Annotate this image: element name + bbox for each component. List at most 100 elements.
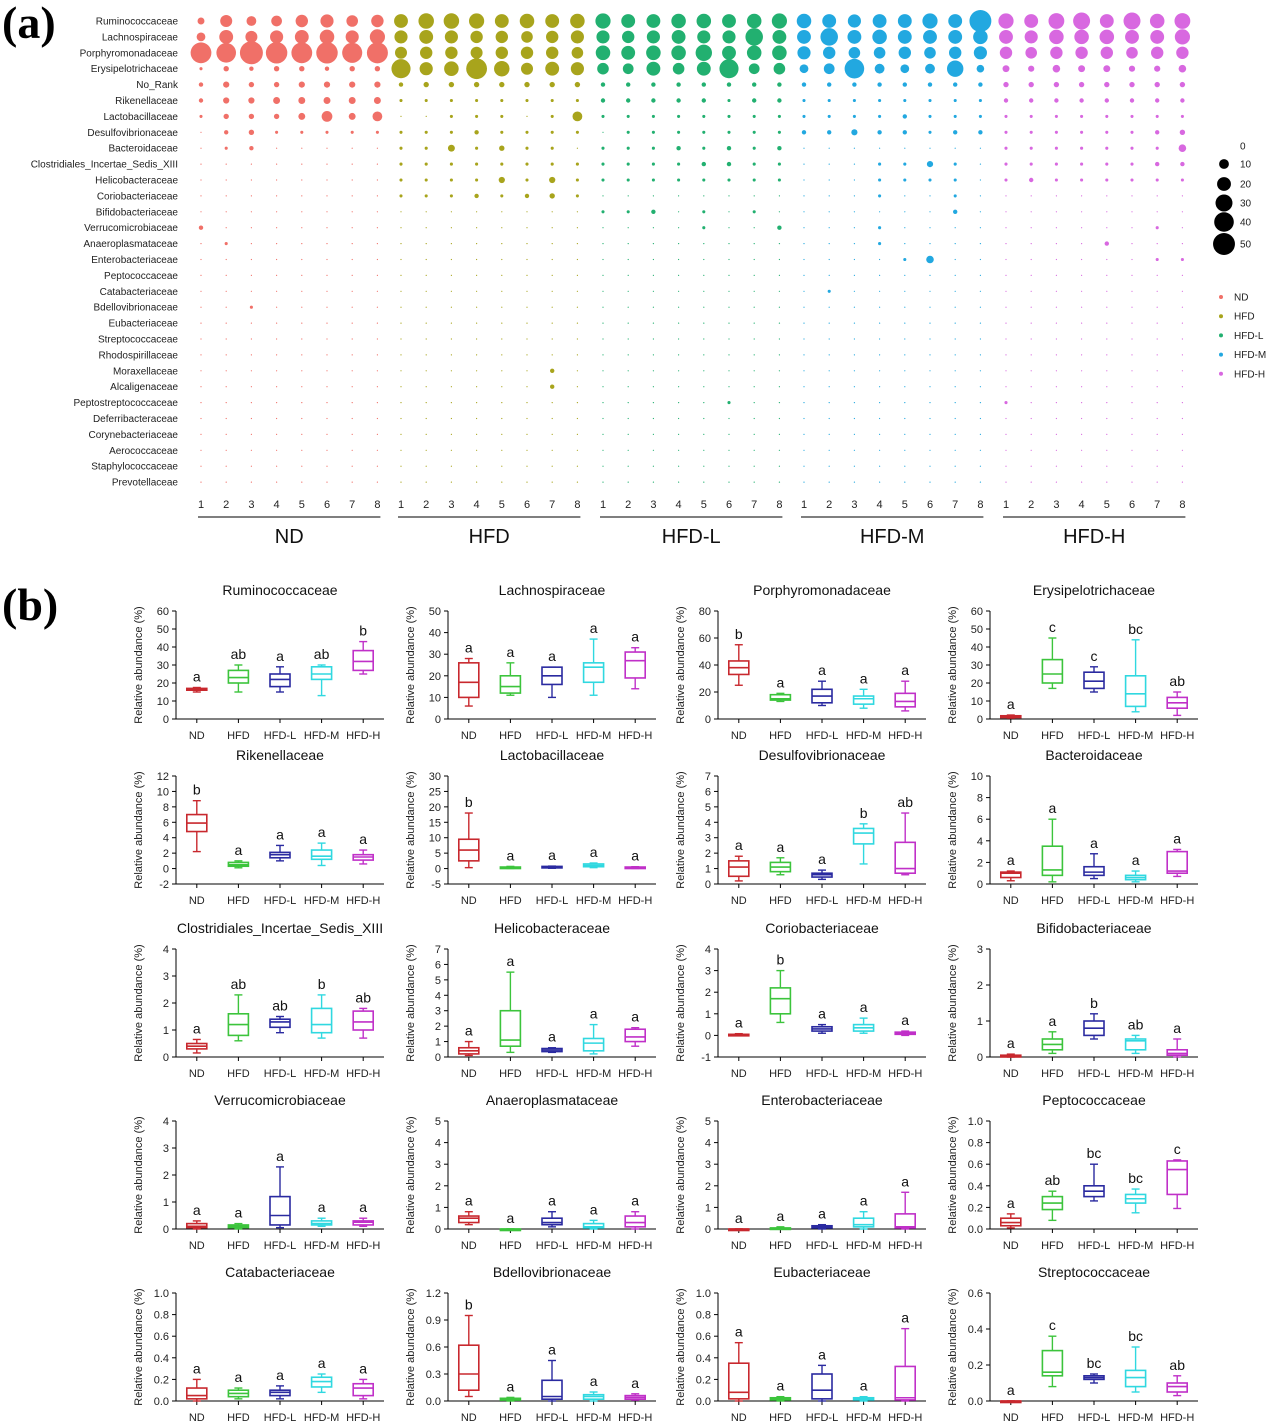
bubble-point	[828, 258, 830, 261]
bubble-point	[999, 29, 1013, 44]
bubble-point	[425, 211, 427, 213]
bubble-point	[323, 81, 331, 88]
significance-letter: ab	[231, 976, 247, 992]
sample-tick-label: 8	[977, 499, 983, 511]
panel-title: Bacteroidaceae	[1045, 747, 1143, 763]
y-tick-label: 0.6	[154, 1331, 169, 1343]
bubble-point	[929, 449, 931, 451]
bubble-point	[652, 243, 655, 245]
bubble-point	[1106, 274, 1108, 276]
bubble-point	[326, 163, 328, 165]
bubble-point	[1054, 146, 1058, 150]
panel-title: Erysipelotrichaceae	[1033, 582, 1155, 598]
bubble-point	[954, 354, 956, 356]
bubble-point	[601, 210, 605, 214]
y-axis-label: Relative abundance (%)	[947, 1116, 959, 1233]
bubble-point	[351, 243, 353, 245]
family-label: Anaeroplasmataceae	[83, 239, 178, 250]
family-label: Catabacteriaceae	[100, 287, 179, 298]
bubble-point	[676, 98, 681, 103]
box-plot-panel: Clostridiales_Incertae_Sedis_XIIIRelativ…	[133, 920, 384, 1080]
bubble-point	[1106, 306, 1108, 308]
bubble-point	[450, 258, 452, 261]
bubble-point	[1131, 386, 1133, 388]
bubble-point	[1106, 402, 1108, 404]
significance-letter: c	[1049, 1317, 1056, 1333]
significance-letter: a	[901, 662, 909, 678]
bubble-point	[1005, 386, 1007, 388]
bubble-point	[526, 227, 528, 229]
panel-title: Coriobacteriaceae	[765, 920, 879, 936]
bubble-point	[696, 61, 711, 76]
bubble-point	[979, 417, 982, 420]
bubble-point	[275, 130, 279, 134]
bubble-point	[926, 255, 934, 264]
y-tick-label: 2	[977, 857, 983, 869]
bubble-point	[348, 97, 356, 104]
bubble-point	[500, 162, 504, 166]
x-tick-label: HFD	[499, 895, 522, 907]
bubble-point	[852, 114, 856, 118]
bubble-point	[524, 81, 530, 88]
significance-letter: a	[276, 1148, 284, 1164]
bubble-point	[1055, 433, 1057, 435]
bubble-point	[929, 338, 931, 340]
x-tick-label: ND	[731, 1068, 747, 1080]
bubble-point	[1131, 306, 1133, 308]
y-axis-label: Relative abundance (%)	[405, 1116, 417, 1233]
bubble-point	[897, 29, 912, 44]
bubble-point	[575, 130, 579, 134]
bubble-point	[1155, 146, 1159, 150]
box	[457, 1344, 480, 1392]
bubble-point	[1081, 195, 1083, 197]
family-label: Eubacteriaceae	[109, 319, 179, 330]
bubble-point	[753, 195, 755, 197]
bubble-point	[703, 417, 705, 420]
bubble-point	[425, 465, 427, 467]
bubble-point	[298, 97, 306, 104]
bubble-point	[273, 66, 280, 72]
bubble-point	[969, 10, 992, 32]
bubble-point	[803, 147, 805, 149]
y-tick-label: 40	[157, 642, 169, 654]
x-tick-label: ND	[461, 730, 477, 742]
bubble-point	[1131, 258, 1133, 261]
significance-letter: a	[1049, 1013, 1057, 1029]
bubble-point	[250, 322, 252, 324]
bubble-point	[678, 243, 680, 245]
bubble-point	[1179, 129, 1186, 135]
bubble-point	[326, 465, 328, 467]
bubble-point	[1055, 290, 1057, 292]
bubble-point	[198, 82, 204, 87]
bubble-point	[929, 417, 931, 420]
color-legend-label: HFD	[1234, 312, 1255, 323]
color-legend-swatch	[1219, 295, 1223, 299]
bubble-point	[752, 82, 757, 87]
box	[352, 1382, 375, 1397]
y-tick-label: 60	[971, 606, 983, 618]
bubble-point	[923, 29, 937, 44]
x-tick-label: HFD-L	[264, 895, 296, 907]
bubble-point	[678, 386, 680, 388]
bubble-point	[551, 481, 553, 483]
x-tick-label: ND	[731, 895, 747, 907]
bubble-point	[576, 290, 579, 292]
x-tick-label: HFD	[227, 895, 250, 907]
bubble-point	[526, 433, 528, 435]
bubble-point	[903, 178, 907, 182]
y-tick-label: 20	[157, 678, 169, 690]
bubble-point	[753, 290, 755, 292]
bubble-point	[1029, 114, 1033, 118]
sample-tick-label: 4	[676, 499, 682, 511]
bubble-point	[1030, 433, 1032, 435]
bubble-point	[501, 306, 503, 308]
bubble-point	[501, 274, 503, 276]
bubble-point	[652, 402, 655, 404]
bubble-point	[651, 130, 655, 134]
bubble-point	[301, 274, 303, 276]
bubble-point	[626, 178, 630, 182]
family-label: Clostridiales_Incertae_Sedis_XIII	[31, 160, 178, 171]
bubble-point	[1078, 65, 1086, 73]
significance-letter: a	[235, 1369, 243, 1385]
bubble-point	[728, 481, 730, 483]
